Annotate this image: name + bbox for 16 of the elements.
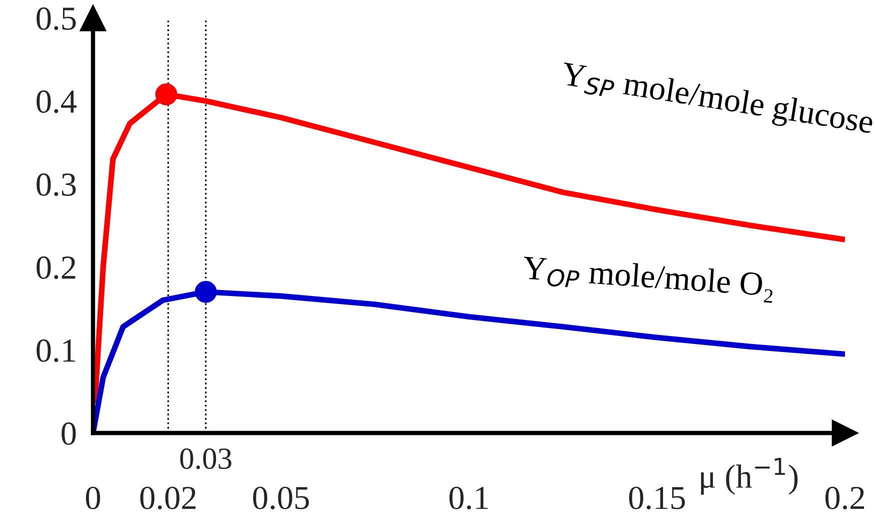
y-tick-label: 0.3	[36, 173, 76, 196]
ref-line-label: 0.03	[180, 448, 232, 470]
x-tick-label: 0.1	[449, 486, 488, 510]
y-tick-label: 0.5	[36, 7, 76, 30]
y-tick-label: 0.1	[36, 339, 76, 362]
text: Y$_{SP}$ mole/mole glucose	[560, 61, 874, 140]
y-tick-label: 0	[62, 422, 76, 445]
x-tick-label: 0.2	[825, 486, 864, 510]
x-axis-title: μ (h$^{−1}$)	[701, 458, 798, 495]
y-tick-label: 0.2	[36, 256, 76, 280]
x-tick-label: 0	[86, 486, 100, 510]
x-tick-label: 0.02	[140, 486, 196, 510]
series-label: Y$_{OP}$ mole/mole O₂	[522, 255, 774, 303]
x-tick-label: 0.05	[253, 486, 309, 510]
y-tick-label: 0.4	[36, 90, 77, 114]
x-tick-label: 0.15	[629, 486, 685, 510]
